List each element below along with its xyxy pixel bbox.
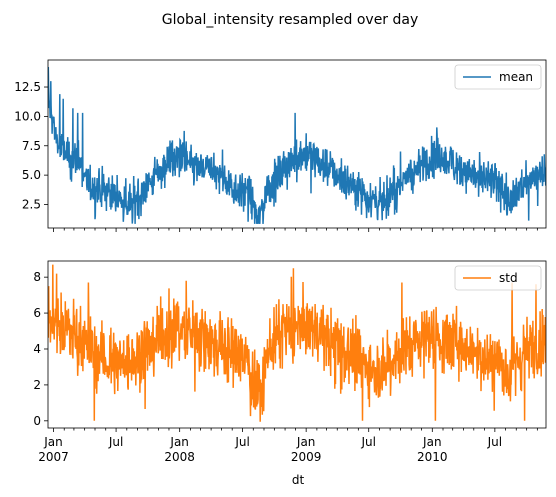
y-tick-label: 8 [33,270,41,284]
legend-label: mean [499,70,533,84]
x-tick-label-month: Jul [234,435,249,449]
legend-box [454,64,542,90]
subplot-std: 0 2 4 6 8 std [33,260,547,432]
x-tick-label-month: Jan [169,435,189,449]
x-tick-label-month: Jan [43,435,63,449]
x-tick-label-year: 2010 [417,450,448,464]
mean-series-line [48,66,546,225]
axes-frame [47,260,547,429]
y-tick-label: 12.5 [14,80,41,94]
x-tick-label-month: Jul [108,435,123,449]
axes-frame [47,59,547,229]
y-tick-label: 2 [33,378,41,392]
x-tick-label-year: 2009 [291,450,322,464]
std-series-line [48,264,546,422]
legend-label: std [499,271,518,285]
y-tick-label: 5.0 [22,168,41,182]
y-tick-label: 2.5 [22,198,41,212]
y-tick-label: 0 [33,414,41,428]
x-tick-label-month: Jan [422,435,442,449]
legend-std: std [454,265,542,291]
y-tick-label: 7.5 [22,139,41,153]
x-tick-label-month: Jan [296,435,316,449]
x-tick-label-year: 2007 [38,450,69,464]
x-tick-label-month: Jul [487,435,502,449]
x-tick-label-year: 2008 [164,450,195,464]
y-tick-label: 10.0 [14,109,41,123]
x-tick-label-month: Jul [360,435,375,449]
x-axis-label: dt [292,473,305,487]
subplot-mean: 2.5 5.0 7.5 10.0 12.5 mean [14,59,547,232]
legend-box [454,265,542,291]
legend-mean: mean [454,64,542,90]
y-tick-label: 4 [33,342,41,356]
chart-title: Global_intensity resampled over day [162,12,419,28]
y-tick-label: 6 [33,306,41,320]
